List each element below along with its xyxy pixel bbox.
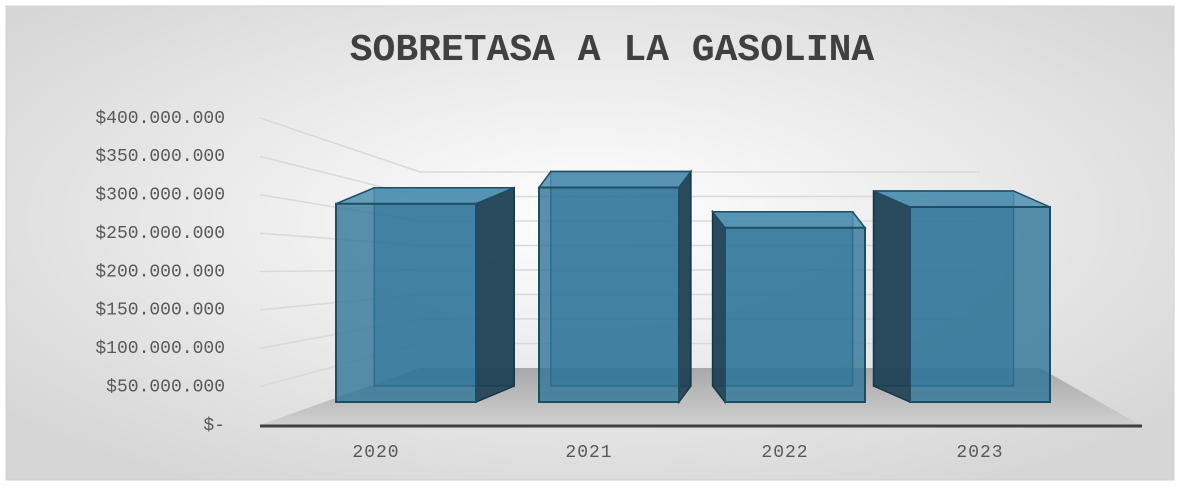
- x-tick-label: 2021: [565, 443, 612, 463]
- bar-top: [711, 211, 867, 229]
- y-tick-label: $200.000.000: [95, 262, 225, 282]
- bar: [538, 186, 680, 403]
- x-tick-label: 2022: [761, 443, 808, 463]
- chart-title: SOBRETASA A LA GASOLINA: [350, 29, 875, 72]
- y-tick-label: $400.000.000: [95, 109, 225, 129]
- grid-line: [259, 117, 980, 173]
- x-tick-label: 2023: [956, 443, 1003, 463]
- bar-side: [475, 186, 515, 404]
- bar: [335, 202, 477, 403]
- y-tick-label: $100.000.000: [95, 339, 225, 359]
- bar-group: [335, 186, 515, 404]
- x-tick-label: 2020: [352, 443, 399, 463]
- bar-group: [537, 169, 693, 405]
- bar: [724, 226, 866, 403]
- y-tick-label: $50.000.000: [106, 377, 225, 397]
- y-tick-label: $350.000.000: [95, 147, 225, 167]
- bar-group: [872, 189, 1051, 404]
- bar-side: [872, 189, 911, 404]
- bar-group: [711, 209, 867, 405]
- y-tick-label: $300.000.000: [95, 186, 225, 206]
- bar: [909, 206, 1051, 403]
- y-tick-label: $-: [203, 416, 225, 436]
- bar-side: [678, 169, 692, 405]
- y-tick-label: $150.000.000: [95, 301, 225, 321]
- bar-top: [537, 170, 693, 189]
- bar-side: [711, 209, 726, 405]
- bars: [335, 169, 1051, 405]
- y-tick-label: $250.000.000: [95, 224, 225, 244]
